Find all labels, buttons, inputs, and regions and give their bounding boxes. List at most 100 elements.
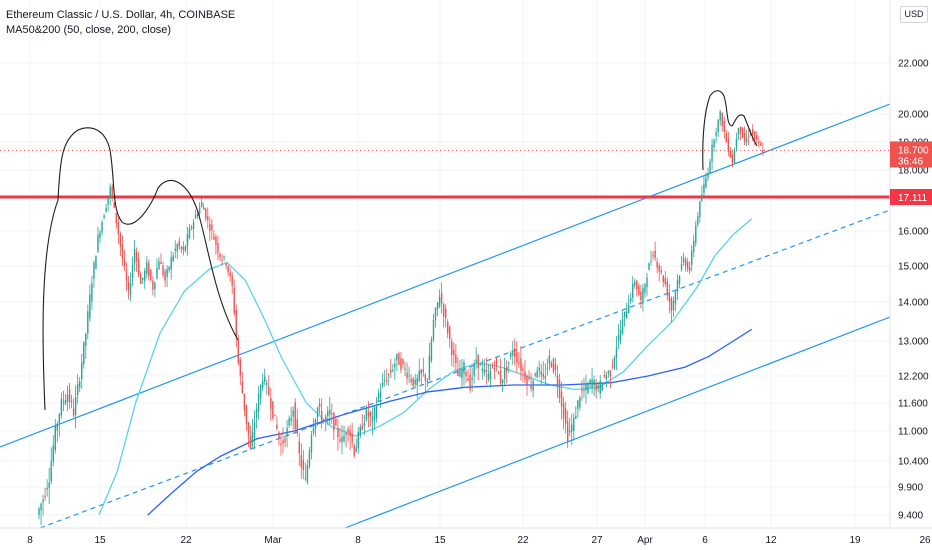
candle[interactable] (731, 150, 734, 168)
candle[interactable] (156, 258, 158, 280)
candle[interactable] (420, 368, 422, 386)
candle[interactable] (125, 262, 128, 291)
candle[interactable] (121, 235, 124, 267)
candle[interactable] (239, 357, 242, 386)
candle[interactable] (85, 332, 87, 359)
head-shoulders-outline[interactable] (42, 127, 239, 411)
candle[interactable] (237, 334, 239, 366)
candle[interactable] (320, 398, 323, 429)
candle[interactable] (739, 126, 742, 141)
candle[interactable] (270, 388, 272, 421)
candle[interactable] (105, 203, 107, 213)
candle[interactable] (261, 373, 264, 392)
candle[interactable] (505, 360, 508, 384)
candle[interactable] (672, 296, 675, 318)
candle[interactable] (701, 185, 703, 203)
time-axis[interactable] (0, 528, 932, 550)
candle[interactable] (349, 424, 351, 451)
candle[interactable] (325, 414, 327, 432)
candle[interactable] (288, 415, 290, 428)
candle[interactable] (719, 109, 721, 126)
candle[interactable] (209, 216, 211, 242)
candle[interactable] (217, 235, 219, 261)
candle[interactable] (95, 255, 97, 270)
candle[interactable] (583, 377, 585, 399)
candle[interactable] (278, 431, 280, 446)
candle[interactable] (676, 274, 679, 301)
candle[interactable] (81, 353, 83, 390)
candle[interactable] (294, 398, 296, 434)
candle[interactable] (546, 358, 549, 376)
candle[interactable] (221, 254, 223, 266)
candle[interactable] (758, 136, 760, 148)
candle[interactable] (322, 419, 325, 424)
candle[interactable] (465, 369, 467, 384)
candle[interactable] (111, 184, 113, 202)
candle[interactable] (727, 131, 730, 157)
candle[interactable] (245, 404, 248, 431)
candle[interactable] (233, 279, 235, 317)
candle[interactable] (162, 262, 164, 278)
candle[interactable] (418, 358, 420, 383)
candle[interactable] (93, 260, 95, 288)
candle[interactable] (593, 375, 595, 397)
candle[interactable] (365, 405, 368, 422)
candle[interactable] (200, 197, 203, 208)
candle[interactable] (688, 261, 691, 275)
candle[interactable] (591, 367, 593, 395)
candle[interactable] (627, 294, 630, 314)
candle[interactable] (747, 128, 750, 146)
candle[interactable] (298, 432, 300, 466)
candle[interactable] (361, 413, 364, 431)
candle[interactable] (339, 427, 341, 444)
candle[interactable] (103, 213, 105, 219)
candle[interactable] (703, 176, 705, 196)
candle[interactable] (394, 357, 396, 380)
candle[interactable] (638, 282, 640, 296)
candle[interactable] (402, 358, 404, 369)
candle[interactable] (383, 369, 386, 387)
candle[interactable] (652, 250, 654, 260)
candle[interactable] (259, 383, 262, 405)
candle[interactable] (516, 341, 518, 373)
candle[interactable] (697, 211, 699, 228)
candle[interactable] (264, 368, 266, 385)
candle[interactable] (469, 365, 471, 393)
candle[interactable] (695, 220, 697, 247)
candle[interactable] (481, 358, 483, 381)
candle[interactable] (312, 418, 315, 436)
candle[interactable] (760, 140, 762, 147)
candle[interactable] (630, 292, 632, 305)
channel-lower-line[interactable] (344, 316, 891, 529)
candle[interactable] (693, 234, 695, 258)
candle[interactable] (182, 241, 185, 256)
candle[interactable] (461, 359, 463, 388)
candle[interactable] (467, 369, 469, 382)
candle[interactable] (540, 363, 542, 386)
candle[interactable] (422, 357, 425, 377)
candle[interactable] (400, 352, 402, 374)
candle[interactable] (386, 368, 388, 386)
candle[interactable] (268, 375, 270, 397)
candle[interactable] (282, 427, 284, 454)
candle[interactable] (554, 357, 557, 377)
candle[interactable] (473, 360, 475, 384)
candle[interactable] (87, 304, 89, 340)
candle[interactable] (308, 447, 311, 469)
candle[interactable] (229, 267, 231, 282)
candle[interactable] (477, 354, 479, 381)
candle[interactable] (632, 276, 634, 303)
candle[interactable] (76, 373, 79, 404)
candle[interactable] (170, 250, 172, 280)
candle[interactable] (745, 129, 748, 147)
candle[interactable] (510, 350, 512, 361)
candle[interactable] (249, 425, 252, 450)
candle[interactable] (497, 371, 500, 375)
candle[interactable] (489, 363, 492, 388)
candle[interactable] (522, 363, 524, 383)
candle[interactable] (670, 296, 673, 323)
candle[interactable] (617, 323, 620, 350)
candle[interactable] (146, 256, 148, 279)
candle[interactable] (296, 408, 298, 437)
candle[interactable] (686, 257, 689, 273)
